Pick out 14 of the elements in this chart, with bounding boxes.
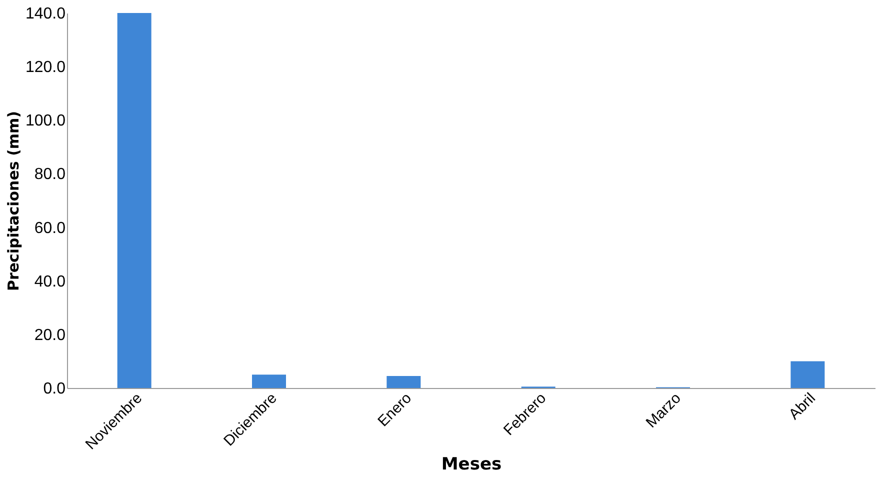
bar (252, 374, 286, 388)
y-axis-title: Precipitaciones (mm) (4, 110, 22, 292)
y-tick-label: 120.0 (25, 59, 66, 76)
y-tick-label: 0.0 (43, 380, 66, 398)
y-tick-label: 80.0 (34, 166, 66, 184)
y-tick-label: 100.0 (25, 112, 66, 130)
bar (117, 13, 152, 388)
y-tick-label: 20.0 (34, 326, 66, 344)
x-axis-title: Meses (441, 454, 502, 474)
y-tick-label: 140.0 (25, 6, 66, 22)
y-tick-label: 60.0 (34, 220, 66, 237)
bar (790, 361, 825, 388)
y-tick-label: 40.0 (34, 273, 66, 290)
bar (386, 376, 421, 388)
